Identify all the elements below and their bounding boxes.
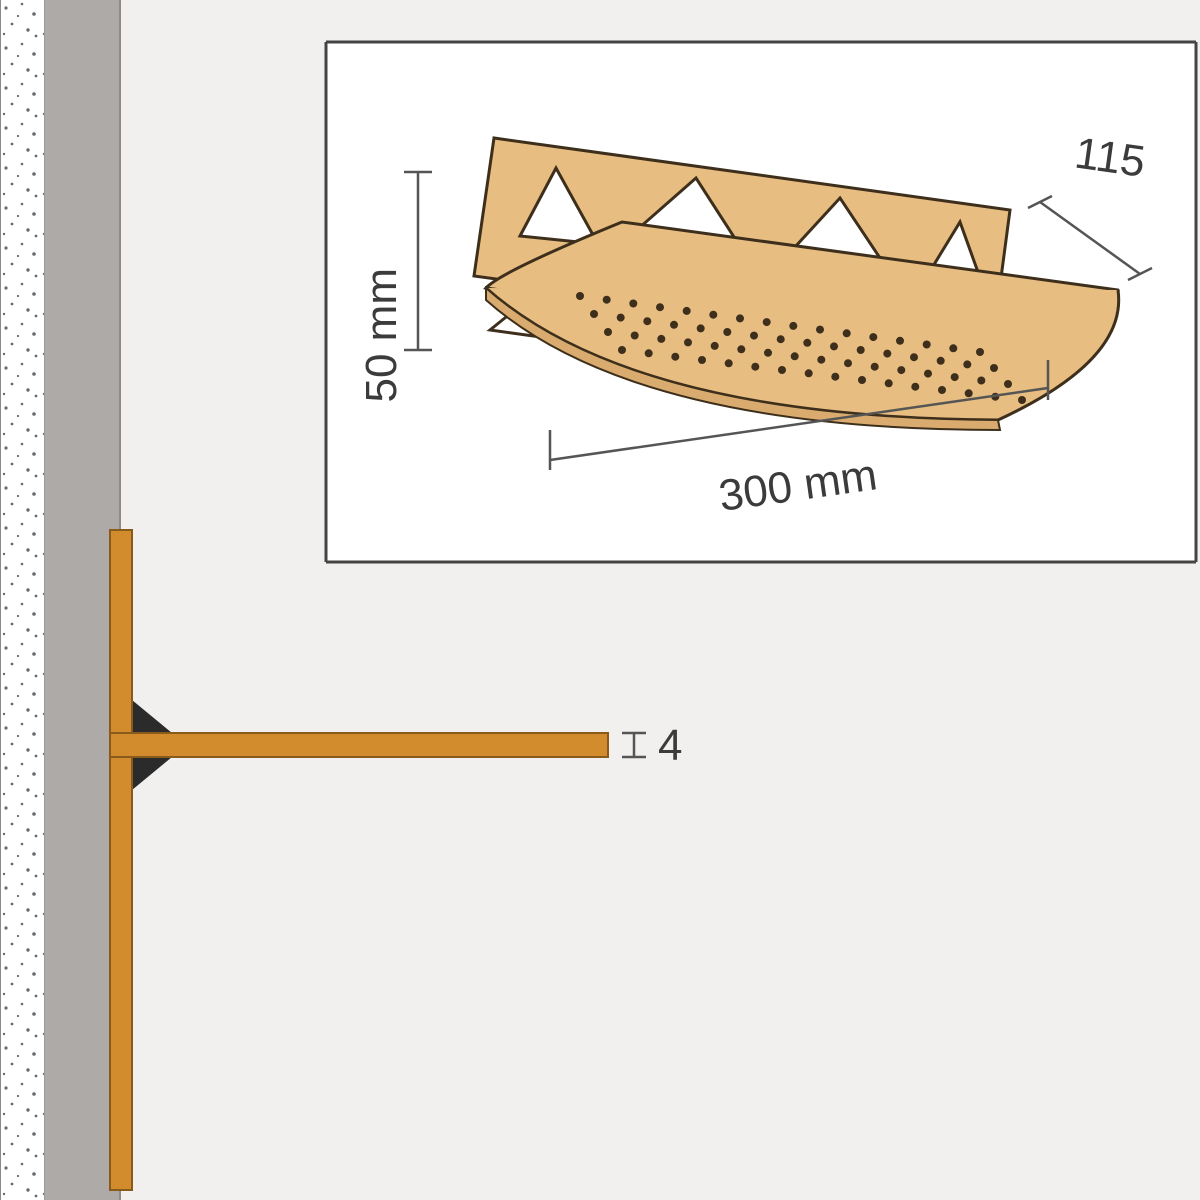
dimension-height-label: 50 mm — [357, 268, 406, 402]
wall-inner-strip — [45, 0, 120, 1200]
wall-substrate — [0, 0, 45, 1200]
diagram-root: 4 — [0, 0, 1200, 1200]
inset-panel: 50 mm 300 mm 115 — [326, 42, 1196, 562]
dimension-thickness-label: 4 — [658, 721, 682, 770]
dimension-depth-label: 115 — [1072, 128, 1148, 186]
profile-vertical-leg — [110, 530, 132, 1190]
diagram-svg: 4 — [0, 0, 1200, 1200]
profile-horizontal-leg — [110, 733, 608, 757]
